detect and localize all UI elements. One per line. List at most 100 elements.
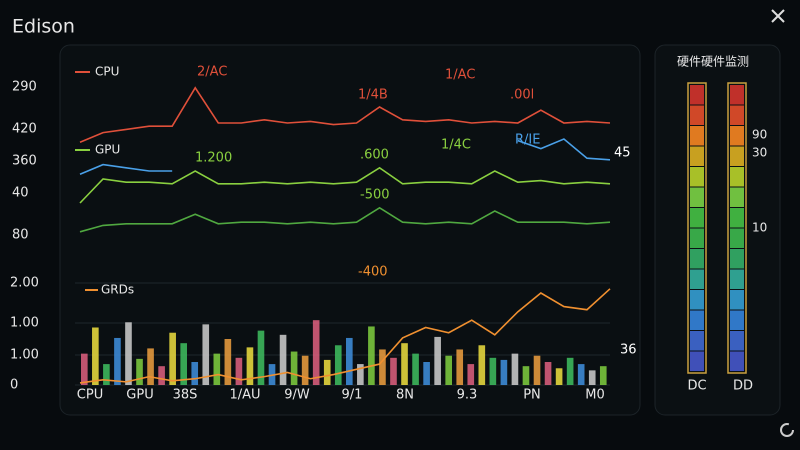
meter-segment — [730, 351, 744, 371]
annotation: .00l — [510, 88, 534, 103]
meter-segment — [690, 187, 704, 207]
bar — [290, 351, 298, 385]
bar — [147, 348, 154, 385]
bar — [169, 332, 176, 385]
meter-frame — [727, 82, 747, 374]
bar — [279, 334, 287, 385]
meter-segment — [690, 269, 704, 289]
annotation: R/IE — [515, 133, 540, 148]
bar — [577, 364, 585, 385]
bar — [533, 355, 541, 385]
x-axis-label: 9/W — [284, 388, 310, 403]
meter-segment — [730, 228, 744, 248]
bar — [312, 320, 320, 385]
meter-frame — [687, 82, 707, 374]
bar — [136, 358, 143, 385]
meter-segment — [690, 249, 704, 269]
legend-label: GRDs — [101, 283, 134, 297]
annotation: 2/AC — [197, 65, 227, 80]
meter-segment — [730, 269, 744, 289]
bar — [246, 347, 254, 385]
scale-label: 10 — [752, 221, 767, 235]
bar — [445, 355, 452, 385]
bar — [368, 326, 375, 385]
x-axis-label: 9.3 — [457, 388, 478, 403]
bar — [500, 359, 508, 385]
x-axis-label: CPU — [77, 388, 103, 403]
y-axis-label: 290 — [12, 80, 37, 95]
bar — [257, 330, 265, 385]
meter-segment — [690, 228, 704, 248]
y-axis-label: 360 — [12, 154, 37, 169]
bar — [566, 357, 574, 385]
meter-segment — [730, 310, 744, 330]
meter-segment — [690, 310, 704, 330]
bar — [412, 353, 419, 385]
y-axis-label: 2.00 — [10, 276, 39, 291]
legend-label: GPU — [95, 143, 120, 157]
meter-segment — [730, 126, 744, 146]
meter-label: DC — [687, 379, 706, 394]
meter-segment — [690, 290, 704, 310]
meter-segment — [690, 351, 704, 371]
x-axis-label: GPU — [126, 388, 153, 403]
x-axis-label: PN — [523, 388, 541, 403]
bar — [467, 364, 475, 385]
annotation: -500 — [360, 188, 390, 203]
app-title: Edison — [12, 16, 75, 38]
bar — [334, 345, 342, 385]
bar — [202, 324, 210, 385]
bar — [180, 343, 187, 385]
meter-segment — [690, 126, 704, 146]
meter-segment — [690, 105, 704, 125]
refresh-button[interactable] — [780, 423, 794, 437]
bar — [235, 357, 243, 385]
bar — [423, 362, 430, 385]
annotation: 1/4B — [358, 88, 388, 103]
x-axis-label: M0 — [585, 388, 605, 403]
x-axis-label: 1/AU — [229, 388, 260, 403]
x-axis-label: 9/1 — [342, 388, 363, 403]
annotation: 1/AC — [445, 68, 475, 83]
bar — [379, 349, 386, 385]
meter-segment — [690, 167, 704, 187]
line-series — [79, 206, 611, 233]
bar — [92, 327, 99, 385]
side-panel — [654, 44, 781, 416]
x-axis-label: 38S — [173, 388, 198, 403]
line-series — [79, 86, 611, 143]
bar — [522, 366, 530, 385]
meter-label: DD — [733, 379, 753, 394]
bar — [323, 359, 331, 385]
meter-segment — [730, 331, 744, 351]
y-axis-label: 1.00 — [10, 316, 39, 331]
bar — [114, 337, 121, 385]
scale-label: 30 — [752, 146, 767, 160]
bar — [555, 368, 563, 385]
bar — [544, 362, 552, 385]
meter-segment — [730, 208, 744, 228]
annotation: 1.200 — [195, 151, 232, 166]
bar — [456, 349, 464, 385]
bar — [434, 336, 441, 385]
meter-segment — [730, 146, 744, 166]
bar — [357, 364, 364, 385]
bar — [158, 366, 165, 385]
y-axis-label: 40 — [12, 186, 29, 201]
meter-segment — [730, 249, 744, 269]
bar — [81, 353, 88, 385]
bar — [301, 355, 309, 385]
annotation: -400 — [358, 265, 388, 280]
bar — [346, 337, 353, 385]
meter-segment — [730, 167, 744, 187]
bar — [224, 339, 232, 385]
bar — [401, 343, 408, 385]
annotation: .600 — [360, 148, 389, 163]
bar — [213, 353, 221, 385]
y-axis-label: 80 — [12, 228, 29, 243]
y-axis-label: 1.00 — [10, 348, 39, 363]
close-button[interactable] — [771, 9, 785, 23]
meter-segment — [730, 85, 744, 105]
bar — [599, 366, 607, 385]
